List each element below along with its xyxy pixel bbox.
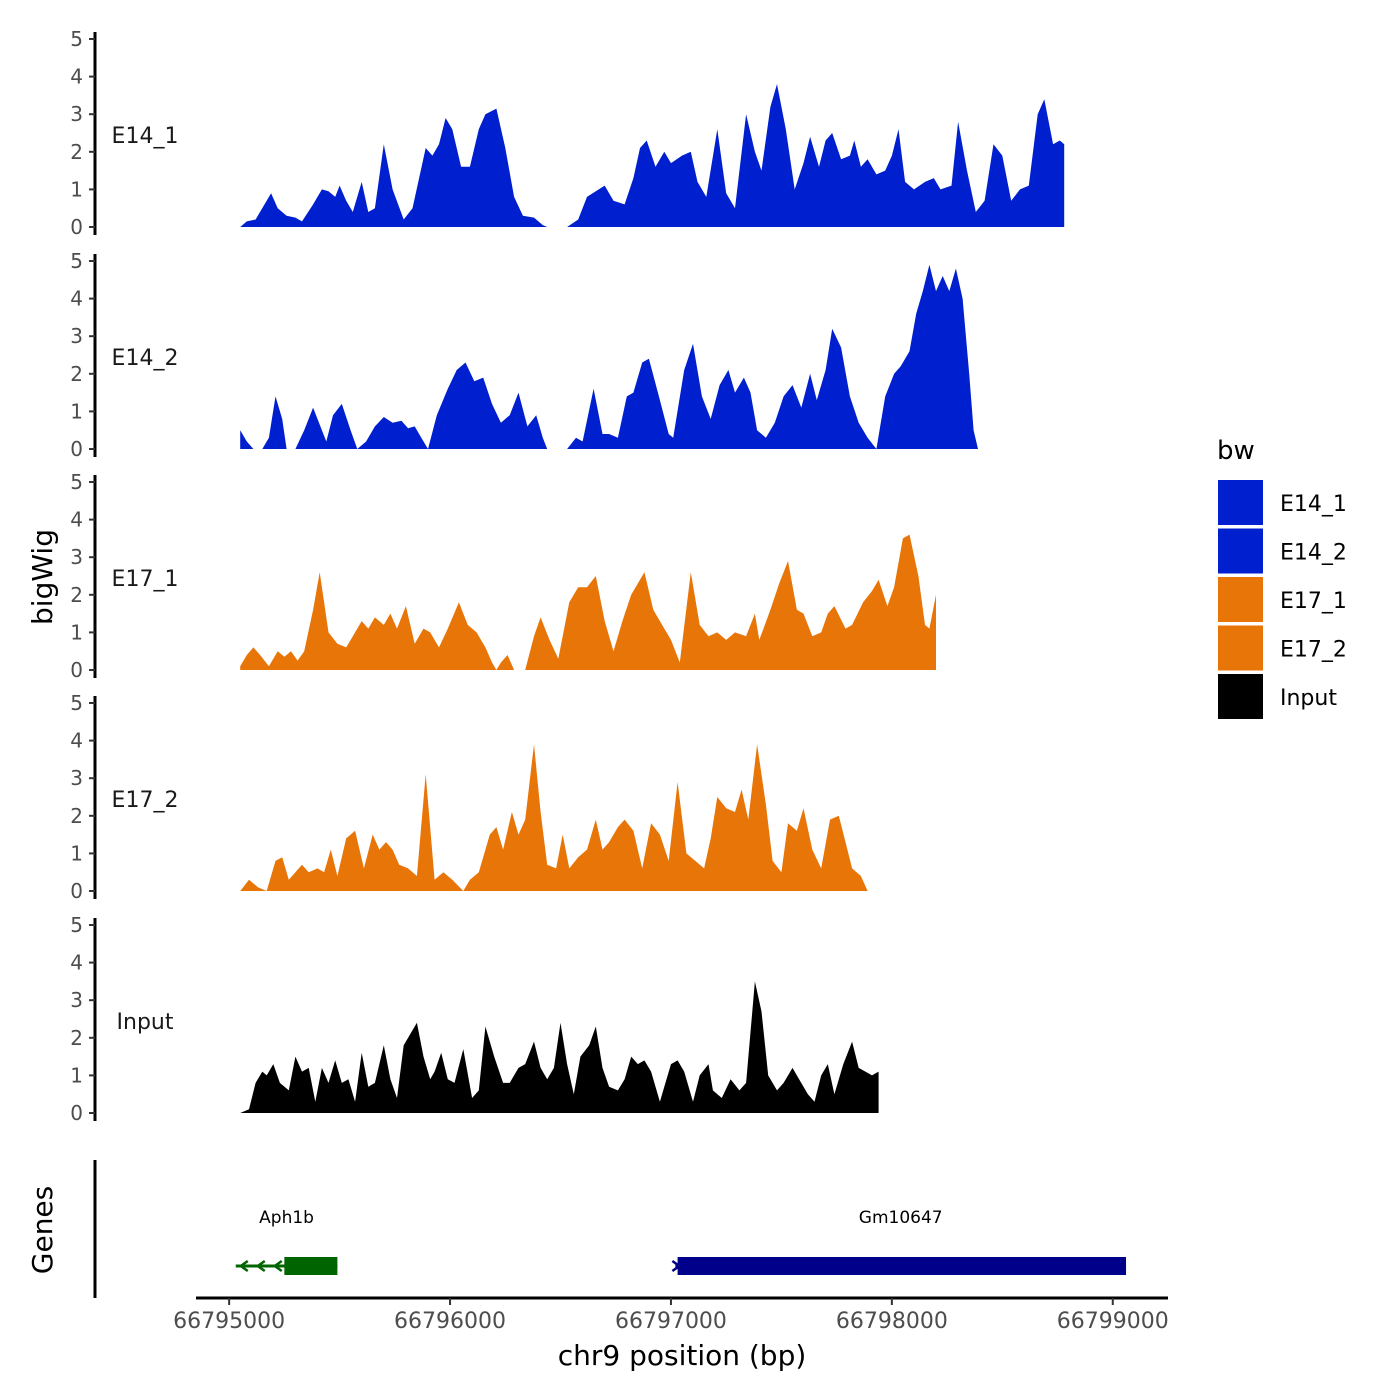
legend-item-e14_1: E14_1 (1218, 480, 1347, 525)
y-tick-label: 5 (70, 470, 83, 494)
y-tick-label: 0 (70, 437, 83, 461)
gene-label: Aph1b (259, 1208, 314, 1228)
signal-area-e14_1 (240, 84, 1065, 227)
track-e17_2: 0 1 2 3 4 5 E17_2 (70, 691, 868, 903)
signal-area-e14_2 (240, 264, 978, 449)
y-tick-label: 0 (70, 1101, 83, 1125)
gene-track-title: Genes (26, 1186, 59, 1274)
signal-area-e17_2 (240, 744, 868, 891)
legend-item-e14_2: E14_2 (1218, 528, 1347, 574)
strand-arrow (255, 1259, 266, 1273)
legend-label: E17_1 (1280, 589, 1347, 614)
track-e14_2: 0 1 2 3 4 5 E14_2 (70, 249, 978, 461)
y-tick-label: 1 (70, 177, 83, 201)
track-label: E17_1 (112, 567, 179, 592)
track-label: E17_2 (112, 788, 179, 813)
x-axis: 66795000 66796000 66797000 66798000 66799000 (173, 1296, 1169, 1334)
y-tick-label: 3 (70, 988, 83, 1012)
y-tick-label: 1 (70, 841, 83, 865)
legend: bw E14_1 E14_2 E17_1 E17_2 Input (1217, 436, 1347, 719)
legend-title: bw (1217, 436, 1255, 466)
x-tick-label: 66799000 (1057, 1309, 1169, 1334)
strand-arrow (238, 1259, 249, 1273)
x-tick-label: 66798000 (836, 1309, 948, 1334)
x-axis-title: chr9 position (bp) (558, 1339, 807, 1372)
track-label: Input (117, 1010, 174, 1035)
x-tick-label: 66796000 (394, 1309, 506, 1334)
legend-swatch (1218, 625, 1263, 671)
y-tick-label: 1 (70, 1063, 83, 1087)
strand-arrow (671, 1259, 682, 1273)
y-tick-label: 3 (70, 102, 83, 126)
track-e17_1: 0 1 2 3 4 5 E17_1 (70, 470, 936, 682)
y-tick-label: 0 (70, 879, 83, 903)
track-e14_1: 0 1 2 3 4 5 E14_1 (70, 27, 1065, 239)
y-tick-label: 5 (70, 691, 83, 715)
y-axis-title: bigWig (26, 529, 59, 625)
y-tick-label: 3 (70, 545, 83, 569)
gene-track: Aph1b Gm10647 (93, 1160, 1127, 1298)
legend-label: E14_1 (1280, 492, 1347, 517)
y-tick-label: 1 (70, 620, 83, 644)
y-tick-label: 2 (70, 140, 83, 164)
y-tick-label: 4 (70, 729, 83, 753)
y-tick-label: 4 (70, 951, 83, 975)
gene-exon (677, 1257, 1127, 1275)
strand-arrow (272, 1259, 283, 1273)
y-tick-label: 2 (70, 362, 83, 386)
y-tick-label: 4 (70, 508, 83, 532)
legend-item-input: Input (1218, 674, 1337, 719)
track-label: E14_2 (112, 346, 179, 371)
legend-swatch (1218, 528, 1263, 574)
legend-swatch (1218, 480, 1263, 525)
legend-item-e17_1: E17_1 (1218, 577, 1347, 622)
legend-label: E17_2 (1280, 638, 1347, 663)
y-tick-label: 5 (70, 913, 83, 937)
signal-area-e17_1 (240, 534, 936, 670)
y-tick-label: 5 (70, 27, 83, 51)
y-tick-label: 2 (70, 583, 83, 607)
y-tick-label: 4 (70, 65, 83, 89)
legend-item-e17_2: E17_2 (1218, 625, 1347, 671)
y-tick-label: 2 (70, 804, 83, 828)
gene-label: Gm10647 (859, 1208, 943, 1228)
y-tick-label: 2 (70, 1026, 83, 1050)
signal-area-input (240, 981, 879, 1113)
legend-label: E14_2 (1280, 541, 1347, 566)
track-label: E14_1 (112, 124, 179, 149)
gene-gm10647: Gm10647 (671, 1208, 1127, 1275)
gene-aph1b: Aph1b (235, 1208, 338, 1275)
y-tick-label: 4 (70, 287, 83, 311)
bigwig-tracks: 0 1 2 3 4 5 E14_1 0 1 2 3 4 5 E14_2 0 1 2 3 4 5 E17_1 0 1 2 3 4 5 E… (70, 27, 1065, 1125)
legend-label: Input (1280, 686, 1337, 711)
x-tick-label: 66795000 (173, 1309, 285, 1334)
gene-exon (284, 1257, 338, 1275)
y-tick-label: 3 (70, 766, 83, 790)
legend-swatch (1218, 674, 1263, 719)
y-tick-label: 0 (70, 658, 83, 682)
y-tick-label: 0 (70, 215, 83, 239)
track-input: 0 1 2 3 4 5 Input (70, 913, 879, 1125)
y-tick-label: 5 (70, 249, 83, 273)
y-tick-label: 1 (70, 399, 83, 423)
y-tick-label: 3 (70, 324, 83, 348)
legend-swatch (1218, 577, 1263, 622)
x-tick-label: 66797000 (615, 1309, 727, 1334)
